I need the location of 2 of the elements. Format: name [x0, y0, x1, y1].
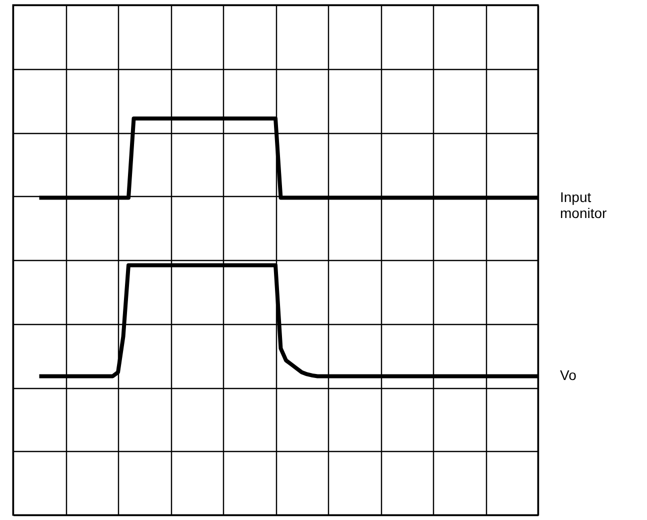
series-label: Input monitor [560, 188, 608, 221]
series-label: Vo [560, 367, 577, 384]
